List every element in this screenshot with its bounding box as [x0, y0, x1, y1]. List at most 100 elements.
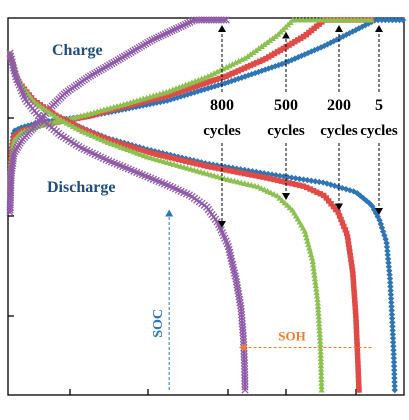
discharge-curve-5-point: [389, 327, 396, 334]
discharge-curve-200-point: [245, 171, 252, 178]
discharge-curve-200-point: [256, 173, 263, 180]
charge-curve-5-point: [389, 16, 396, 24]
charge-curve-5-point: [396, 16, 403, 24]
discharge-curve-800-point: [237, 307, 245, 316]
discharge-curve-200-point: [278, 178, 285, 184]
charge-curve-200-point: [197, 82, 204, 88]
charge-curve-500-point: [247, 51, 254, 57]
discharge-curve-200-point: [344, 234, 351, 240]
charge-curve-500-point: [226, 62, 233, 69]
discharge-curve-200-point: [351, 297, 358, 303]
discharge-curve-800-point: [238, 313, 246, 322]
discharge-curve-200-point: [355, 379, 362, 386]
charge-curve-200-point: [274, 49, 281, 55]
cycle-number-800: 800: [210, 97, 234, 114]
discharge-curve-800-point: [239, 335, 248, 343]
discharge-curve-500-point: [304, 237, 311, 244]
charge-curve-200-point: [223, 73, 229, 80]
charge-curve-5-point: [288, 56, 295, 64]
charge-curve-200-point: [210, 77, 216, 84]
discharge-curve-500-point: [315, 320, 323, 327]
charge-curve-200-point: [172, 90, 178, 96]
charge-curve-800-point: [163, 29, 172, 37]
discharge-curve-5-point: [384, 255, 392, 263]
discharge-curve-5-point: [387, 283, 394, 290]
discharge-curve-500-point: [317, 348, 324, 355]
discharge-curve-200-point: [125, 143, 131, 149]
charge-curve-800-point: [183, 19, 192, 27]
charge-curve-200-point: [295, 37, 301, 43]
charge-curve-800-point: [152, 34, 161, 42]
discharge-curve-5-point: [390, 343, 397, 350]
charge-curve-200-point: [277, 47, 284, 53]
discharge-curve-200-point: [118, 141, 124, 147]
discharge-curve-800-point: [238, 323, 247, 331]
discharge-curve-200-point: [128, 144, 135, 150]
discharge-curve-5-point: [300, 176, 307, 183]
charge-curve-800-point: [177, 22, 185, 31]
discharge-curve-200-point: [230, 168, 237, 175]
discharge-curve-500-point: [315, 310, 322, 316]
charge-curve-800-point: [9, 152, 18, 160]
discharge-curve-5-point: [387, 279, 394, 286]
discharge-curve-200-point: [267, 176, 274, 182]
discharge-curve-500-point: [316, 327, 323, 334]
charge-curve-200-point: [156, 95, 162, 101]
discharge-curve-200-point: [341, 223, 347, 230]
charge-curve-5-point: [157, 98, 164, 106]
discharge-curve-5-point: [390, 347, 397, 354]
discharge-curve-500-point: [309, 258, 316, 264]
charge-curve-200-point: [238, 66, 245, 73]
charge-curve-200-point: [250, 61, 257, 67]
charge-curve-200-point: [216, 75, 223, 82]
charge-curve-800-point: [150, 35, 158, 43]
charge-curve-200-point: [175, 89, 181, 95]
charge-curve-500-point: [238, 56, 245, 63]
discharge-curve-200-point: [194, 161, 200, 167]
charge-curve-800-point: [10, 150, 18, 158]
discharge-curve-200-point: [161, 153, 167, 159]
charge-curve-200-point: [297, 35, 304, 42]
charge-curve-500-point: [241, 55, 248, 61]
charge-curve-5-point: [336, 34, 344, 42]
discharge-curve-200-point: [93, 132, 99, 138]
charge-curve-5-point: [221, 80, 229, 87]
charge-curve-5-point: [187, 90, 195, 97]
discharge-curve-800-point: [238, 320, 246, 328]
charge-curve-5-point: [268, 64, 276, 71]
annotation-layer: Charge Discharge 5 cycles 200 cycles 500 cycles…: [47, 25, 398, 390]
discharge-curve-500-point: [302, 231, 309, 237]
discharge-curve-5-point: [390, 362, 398, 370]
discharge-curve-5-point: [387, 287, 394, 294]
charge-curve-200-point: [226, 72, 232, 78]
cycle-number-200: 200: [327, 97, 351, 114]
charge-curve-5-point: [278, 60, 286, 68]
discharge-curve-500-point: [315, 306, 322, 313]
discharge-curve-200-point: [157, 152, 164, 158]
charge-curve-200-point: [185, 86, 191, 92]
discharge-curve-800-point: [241, 374, 249, 382]
charge-curve-200-point: [194, 83, 201, 89]
discharge-curve-200-point: [205, 163, 211, 170]
discharge-curve-200-point: [352, 301, 358, 307]
discharge-curve-800-point: [237, 304, 245, 313]
charge-curve-200-point: [165, 92, 172, 99]
charge-curve-5-point: [194, 88, 202, 95]
cycle-word-500: cycles: [267, 123, 305, 139]
charge-curve-500-point: [232, 59, 239, 66]
discharge-curve-500-point: [306, 244, 313, 251]
discharge-curve-5-point: [389, 331, 397, 338]
charge-curve-800-point: [186, 18, 194, 26]
discharge-curve-200-point: [349, 263, 355, 270]
discharge-curve-500-point: [311, 275, 319, 282]
discharge-curve-200-point: [260, 174, 266, 180]
discharge-curve-5-point: [350, 188, 357, 195]
charge-curve-200-point: [201, 80, 207, 87]
discharge-curve-800-point: [239, 332, 247, 340]
discharge-curve-500-point: [316, 331, 323, 337]
discharge-curve-200-point: [349, 267, 356, 274]
discharge-curve-200-point: [351, 289, 357, 296]
charge-curve-200-point: [204, 79, 210, 86]
discharge-curve-500-point: [317, 369, 325, 376]
charge-curve-5-point: [238, 74, 245, 81]
